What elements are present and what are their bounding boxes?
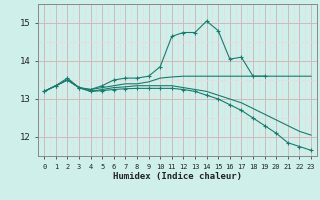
- X-axis label: Humidex (Indice chaleur): Humidex (Indice chaleur): [113, 172, 242, 181]
